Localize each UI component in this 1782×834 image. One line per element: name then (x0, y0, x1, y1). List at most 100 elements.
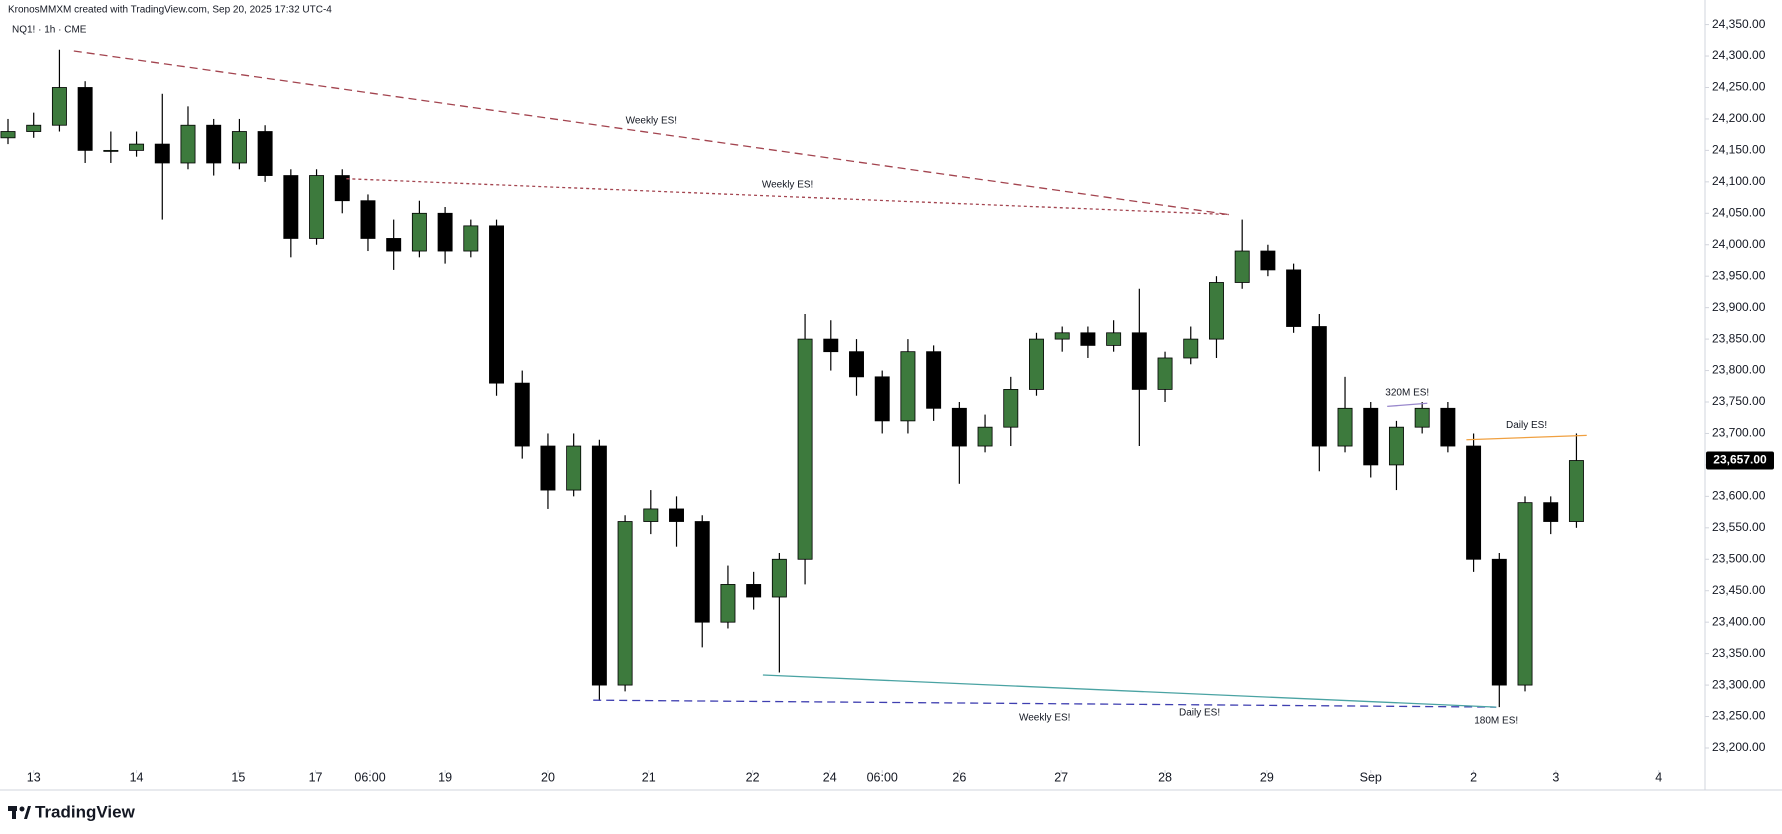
candle-body (0, 131, 16, 139)
candle-body (1054, 332, 1070, 340)
candle-body (669, 508, 684, 522)
y-tick-label: 24,350.00 (1712, 17, 1766, 31)
annotation-label: Daily ES! (1506, 420, 1547, 431)
x-tick-label: 17 (309, 770, 323, 784)
x-tick-label: 22 (746, 770, 760, 784)
x-tick-label: 3 (1552, 770, 1559, 784)
candle-body (797, 338, 813, 560)
candle-body (771, 558, 787, 598)
candle-body (1029, 338, 1044, 390)
candle-body (849, 351, 864, 378)
logo-icon (19, 806, 25, 812)
x-tick-label: 06:00 (354, 770, 385, 784)
candle-body (334, 175, 350, 202)
x-tick-label: 21 (642, 770, 656, 784)
candle-body (180, 124, 196, 164)
candle-body (1543, 502, 1559, 522)
y-tick-label: 24,100.00 (1712, 174, 1766, 188)
candle-body (386, 238, 402, 252)
candle-body (129, 143, 145, 151)
candle-body (1517, 502, 1533, 686)
x-tick-label: 19 (438, 770, 452, 784)
y-tick-label: 23,950.00 (1712, 268, 1766, 282)
y-tick-label: 23,300.00 (1712, 677, 1766, 691)
candle-body (900, 351, 916, 422)
symbol: NQ1! · 1h · CME (12, 25, 87, 36)
candle-body (360, 200, 376, 239)
y-tick-label: 23,500.00 (1712, 551, 1766, 565)
last-price-tag (1706, 451, 1774, 470)
x-tick-label: 24 (823, 770, 837, 784)
candle-body (1286, 269, 1302, 327)
candle-body (1440, 407, 1456, 447)
candle-body (977, 426, 993, 447)
annotation-line (593, 699, 1497, 708)
y-tick-label: 23,550.00 (1712, 520, 1766, 534)
logo (8, 806, 31, 819)
annotation-label: 180M ES! (1474, 716, 1518, 727)
annotation-label: Weekly ES! (1019, 712, 1071, 723)
candle-body (489, 225, 505, 384)
candle-body (1183, 338, 1199, 359)
candle-body (283, 175, 299, 239)
candle-body (411, 212, 427, 252)
candle-body (206, 124, 222, 164)
credit: KronosMMXM created with TradingView.com,… (8, 5, 332, 16)
y-tick-label: 23,800.00 (1712, 363, 1766, 377)
last-price-label: 23,657.00 (1713, 453, 1767, 467)
x-tick-label: 13 (27, 770, 41, 784)
y-tick-label: 24,150.00 (1712, 143, 1766, 157)
candle-body (437, 212, 453, 252)
x-tick-label: 15 (231, 770, 245, 784)
candle-body (51, 87, 67, 126)
candle-body (591, 445, 607, 686)
y-tick-label: 24,050.00 (1712, 205, 1766, 219)
x-tick-label: 20 (541, 770, 555, 784)
candle-body (1106, 332, 1122, 346)
y-tick-label: 23,900.00 (1712, 300, 1766, 314)
y-tick-label: 24,300.00 (1712, 48, 1766, 62)
candle-body (1466, 445, 1482, 560)
candle-body (1414, 407, 1430, 428)
y-tick-label: 23,250.00 (1712, 709, 1766, 723)
annotation-label: Weekly ES! (626, 115, 678, 126)
candle-body (309, 175, 325, 239)
candle-body (1337, 407, 1353, 447)
candle-body (257, 131, 273, 176)
candle-body (103, 149, 119, 152)
x-tick-label: 27 (1054, 770, 1068, 784)
candle-body (720, 584, 736, 623)
candle-body (1260, 250, 1276, 271)
candle-body (874, 376, 890, 422)
candle-body (694, 521, 710, 623)
x-tick-label: 2 (1470, 770, 1477, 784)
candle-body (154, 143, 170, 164)
y-tick-label: 24,250.00 (1712, 80, 1766, 94)
annotation-line (1387, 402, 1428, 408)
x-tick-label: 4 (1655, 770, 1662, 784)
y-tick-label: 23,350.00 (1712, 646, 1766, 660)
annotation-label: Daily ES! (1179, 708, 1220, 719)
candle-body (1311, 326, 1327, 447)
y-tick-label: 23,750.00 (1712, 394, 1766, 408)
candle-body (643, 508, 659, 522)
candle-body (1157, 357, 1173, 390)
x-tick-label: 26 (952, 770, 966, 784)
x-tick-label: 06:00 (867, 770, 898, 784)
x-tick-label: 14 (130, 770, 144, 784)
candle-body (26, 124, 42, 132)
candle-body (951, 407, 967, 447)
candle-body (231, 131, 247, 164)
candle-body (1234, 250, 1250, 283)
y-tick-label: 23,200.00 (1712, 740, 1766, 754)
candle-body (1003, 389, 1019, 428)
candle-body (1080, 332, 1096, 346)
y-tick-label: 24,000.00 (1712, 237, 1766, 251)
candle-body (746, 584, 762, 598)
candle-body (926, 351, 942, 409)
candle-body (823, 338, 839, 353)
logo-text: TradingView (35, 802, 136, 821)
candle-body (463, 225, 479, 252)
